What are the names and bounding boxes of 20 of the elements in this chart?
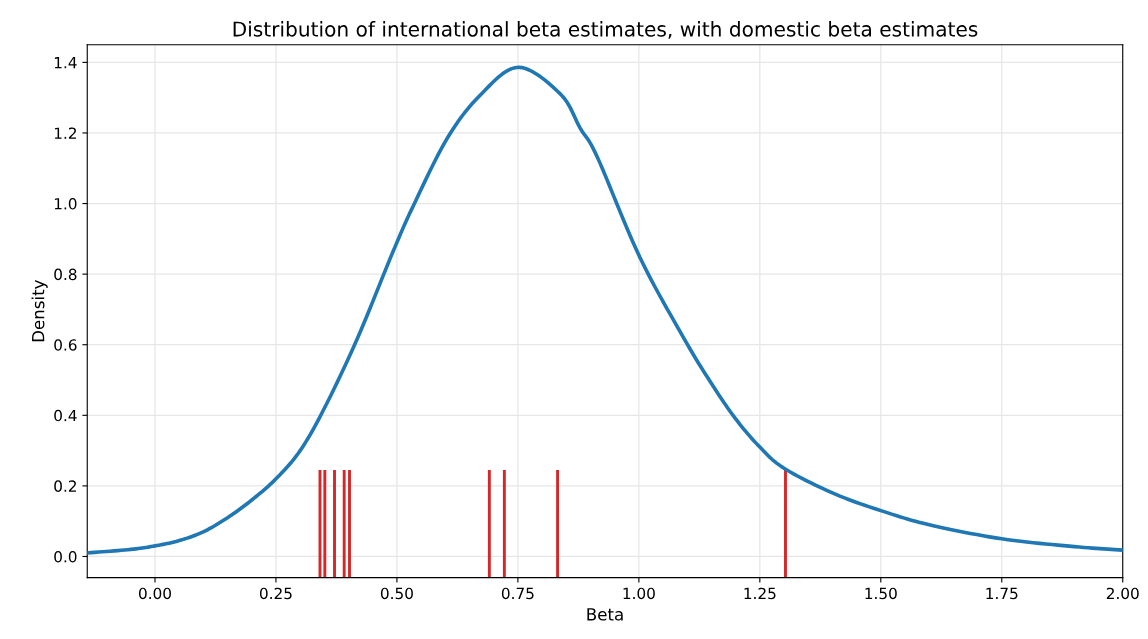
x-tick-label: 1.00 — [623, 587, 655, 600]
x-axis-title: Beta — [587, 608, 623, 621]
x-tick-label: 1.75 — [986, 587, 1018, 600]
x-tick-label: 0.25 — [259, 587, 292, 600]
y-tick-label: 0.4 — [54, 409, 77, 422]
y-axis-title: Density — [31, 280, 48, 342]
x-tick-label: 0.50 — [380, 587, 413, 600]
x-tick-label: 1.50 — [865, 587, 897, 600]
y-tick-label: 0.0 — [54, 550, 77, 563]
x-tick-label: 0.75 — [501, 587, 534, 600]
x-tick-label: 0.00 — [138, 587, 171, 600]
y-tick-label: 1.2 — [54, 127, 76, 139]
chart-title: Distribution of international beta estimates, with domestic beta estimates — [233, 21, 978, 39]
y-tick-label: 0.8 — [54, 268, 77, 281]
y-tick-label: 0.6 — [54, 339, 77, 351]
y-tick-label: 1.4 — [54, 57, 77, 69]
x-tick-label: 2.00 — [1106, 587, 1139, 600]
x-tick-label: 1.25 — [744, 587, 776, 600]
y-tick-label: 1.0 — [54, 198, 77, 210]
y-tick-label: 0.2 — [54, 480, 76, 492]
